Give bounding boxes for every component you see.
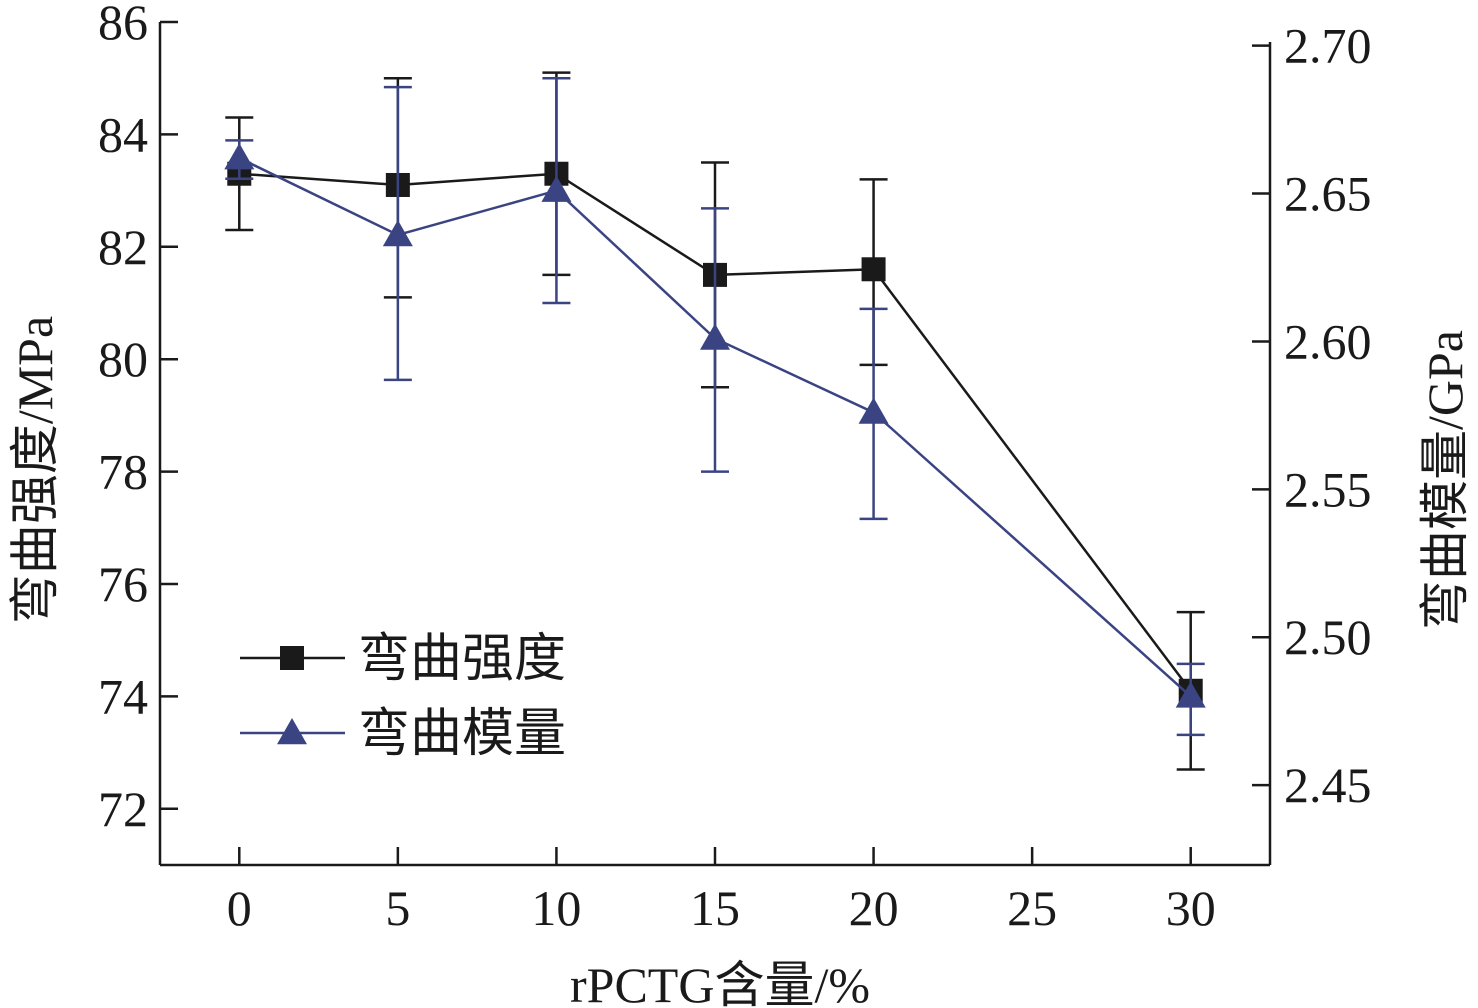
series — [224, 71, 1206, 771]
right-tick-label: 2.55 — [1284, 461, 1372, 517]
right-tick-label: 2.45 — [1284, 757, 1372, 813]
data-point — [1175, 681, 1206, 708]
left-tick-label: 78 — [98, 444, 148, 500]
series-line — [238, 156, 1192, 698]
right-tick-label: 2.70 — [1284, 18, 1372, 74]
ticks: 72 74 76 78 80 82 84 86 2.45 2.50 2.55 2.60 2.65 2.70… — [98, 0, 1372, 936]
data-point — [700, 323, 730, 350]
left-tick-label: 80 — [98, 331, 148, 387]
left-tick-label: 86 — [98, 0, 148, 50]
x-tick-label: 20 — [849, 880, 899, 936]
legend-marker — [277, 718, 307, 745]
right-tick-label: 2.50 — [1284, 609, 1372, 665]
left-tick-label: 72 — [98, 781, 148, 837]
left-tick-label: 82 — [98, 219, 148, 275]
data-point — [861, 257, 886, 282]
axis-titles: rPCTG含量/% 弯曲强度/MPa 弯曲模量/GPa — [7, 316, 1473, 1008]
legend-label: 弯曲模量 — [358, 705, 566, 763]
left-tick-label: 74 — [98, 668, 148, 724]
data-point — [382, 219, 413, 247]
x-tick-label: 10 — [531, 880, 581, 936]
right-axis-title: 弯曲模量/GPa — [1417, 330, 1473, 630]
x-tick-label: 15 — [690, 880, 740, 936]
left-tick-label: 84 — [98, 106, 148, 162]
series-modulus — [224, 76, 1206, 737]
x-tick-label: 0 — [227, 880, 252, 936]
legend-label: 弯曲强度 — [358, 630, 566, 688]
series-line — [239, 172, 1192, 692]
x-axis-title: rPCTG含量/% — [570, 957, 870, 1008]
x-tick-label: 5 — [385, 880, 410, 936]
left-axis-title: 弯曲强度/MPa — [7, 316, 63, 624]
right-tick-label: 2.65 — [1284, 166, 1372, 222]
x-tick-label: 30 — [1166, 880, 1216, 936]
x-tick-label: 25 — [1007, 880, 1057, 936]
data-point — [541, 175, 572, 202]
data-point — [858, 397, 889, 424]
left-tick-label: 76 — [98, 556, 148, 612]
legend-marker — [280, 646, 304, 670]
legend-item: 弯曲强度 — [240, 630, 566, 688]
legend-item: 弯曲模量 — [240, 705, 566, 763]
right-tick-label: 2.60 — [1284, 313, 1372, 369]
data-point — [224, 143, 255, 170]
